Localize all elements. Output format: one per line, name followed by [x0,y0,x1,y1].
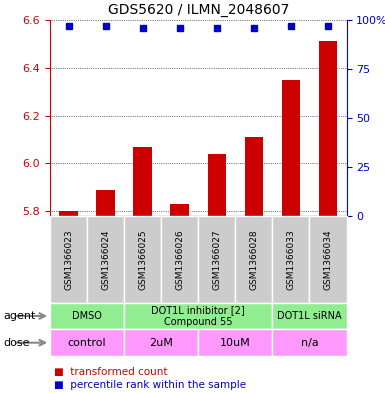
Text: ■  transformed count: ■ transformed count [54,367,167,377]
Text: GSM1366026: GSM1366026 [175,229,184,290]
FancyBboxPatch shape [198,216,235,303]
Text: agent: agent [4,311,36,321]
Text: DOT1L siRNA: DOT1L siRNA [277,311,342,321]
FancyBboxPatch shape [235,216,273,303]
FancyBboxPatch shape [50,216,87,303]
Bar [59,211,78,216]
Text: control: control [68,338,106,348]
FancyBboxPatch shape [50,329,124,356]
FancyBboxPatch shape [273,216,310,303]
FancyBboxPatch shape [161,216,198,303]
Text: GSM1366023: GSM1366023 [64,229,73,290]
FancyBboxPatch shape [310,216,346,303]
Title: GDS5620 / ILMN_2048607: GDS5620 / ILMN_2048607 [107,3,289,17]
FancyBboxPatch shape [273,329,346,356]
Text: GSM1366024: GSM1366024 [101,229,110,290]
FancyBboxPatch shape [198,329,273,356]
Text: DOT1L inhibitor [2]
Compound 55: DOT1L inhibitor [2] Compound 55 [151,305,245,327]
FancyBboxPatch shape [124,303,273,329]
Text: ■  percentile rank within the sample: ■ percentile rank within the sample [54,380,246,391]
Text: 2uM: 2uM [149,338,173,348]
Bar [244,137,263,216]
FancyBboxPatch shape [50,303,124,329]
Text: n/a: n/a [301,338,318,348]
Text: GSM1366028: GSM1366028 [249,229,258,290]
Bar [208,154,226,216]
Bar [96,190,115,216]
Text: GSM1366034: GSM1366034 [323,229,333,290]
Text: 10uM: 10uM [220,338,251,348]
Bar [171,204,189,216]
FancyBboxPatch shape [124,216,161,303]
Bar [319,41,337,216]
Text: dose: dose [4,338,30,348]
FancyBboxPatch shape [273,303,346,329]
Bar [134,147,152,216]
FancyBboxPatch shape [87,216,124,303]
Text: GSM1366027: GSM1366027 [212,229,221,290]
Text: GSM1366025: GSM1366025 [138,229,147,290]
FancyBboxPatch shape [124,329,198,356]
Text: GSM1366033: GSM1366033 [286,229,295,290]
Bar [282,79,300,216]
Text: DMSO: DMSO [72,311,102,321]
